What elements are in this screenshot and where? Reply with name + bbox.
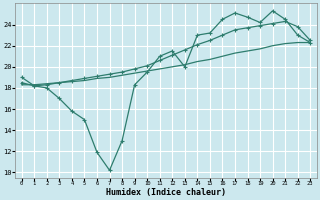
X-axis label: Humidex (Indice chaleur): Humidex (Indice chaleur): [106, 188, 226, 197]
